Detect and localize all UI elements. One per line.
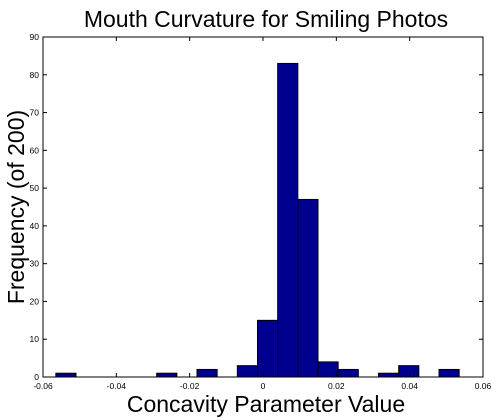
y-tick-label: 40 <box>30 221 40 231</box>
y-axis-label: Frequency (of 200) <box>3 110 29 304</box>
bars-group <box>55 62 460 378</box>
histogram-bar <box>236 365 258 378</box>
histogram-bar <box>398 365 420 378</box>
x-tick-label: -0.06 <box>33 381 53 391</box>
y-tick-label: 60 <box>30 145 40 155</box>
histogram-bar <box>156 372 178 378</box>
y-tick-label: 90 <box>30 32 40 42</box>
histogram-bar <box>277 62 299 378</box>
histogram-bar <box>337 368 359 378</box>
x-tick-label: 0.02 <box>328 381 345 391</box>
x-tick-label: 0 <box>261 381 266 391</box>
x-tick-label: -0.02 <box>180 381 200 391</box>
histogram-bar <box>317 361 339 378</box>
y-axis-ticks: 0 10 20 30 40 50 60 70 80 90 <box>30 32 483 382</box>
histogram-bar <box>55 372 77 378</box>
y-tick-label: 20 <box>30 296 40 306</box>
histogram-bar <box>196 368 218 378</box>
y-tick-label: 80 <box>30 70 40 80</box>
histogram-bar <box>378 372 400 378</box>
x-tick-label: -0.04 <box>107 381 127 391</box>
y-tick-label: 30 <box>30 259 40 269</box>
chart-title: Mouth Curvature for Smiling Photos <box>84 6 448 32</box>
x-tick-label: 0.04 <box>401 381 418 391</box>
x-tick-label: 0.06 <box>475 381 492 391</box>
histogram-bar <box>297 198 319 378</box>
x-axis-ticks: -0.06 -0.04 -0.02 0 0.02 0.04 0.06 <box>33 37 492 391</box>
y-tick-label: 50 <box>30 183 40 193</box>
histogram-bar <box>257 319 279 378</box>
y-tick-label: 10 <box>30 334 40 344</box>
y-tick-label: 0 <box>34 372 39 382</box>
y-tick-label: 70 <box>30 108 40 118</box>
x-axis-label: Concavity Parameter Value <box>127 391 405 417</box>
histogram-bar <box>438 368 460 378</box>
